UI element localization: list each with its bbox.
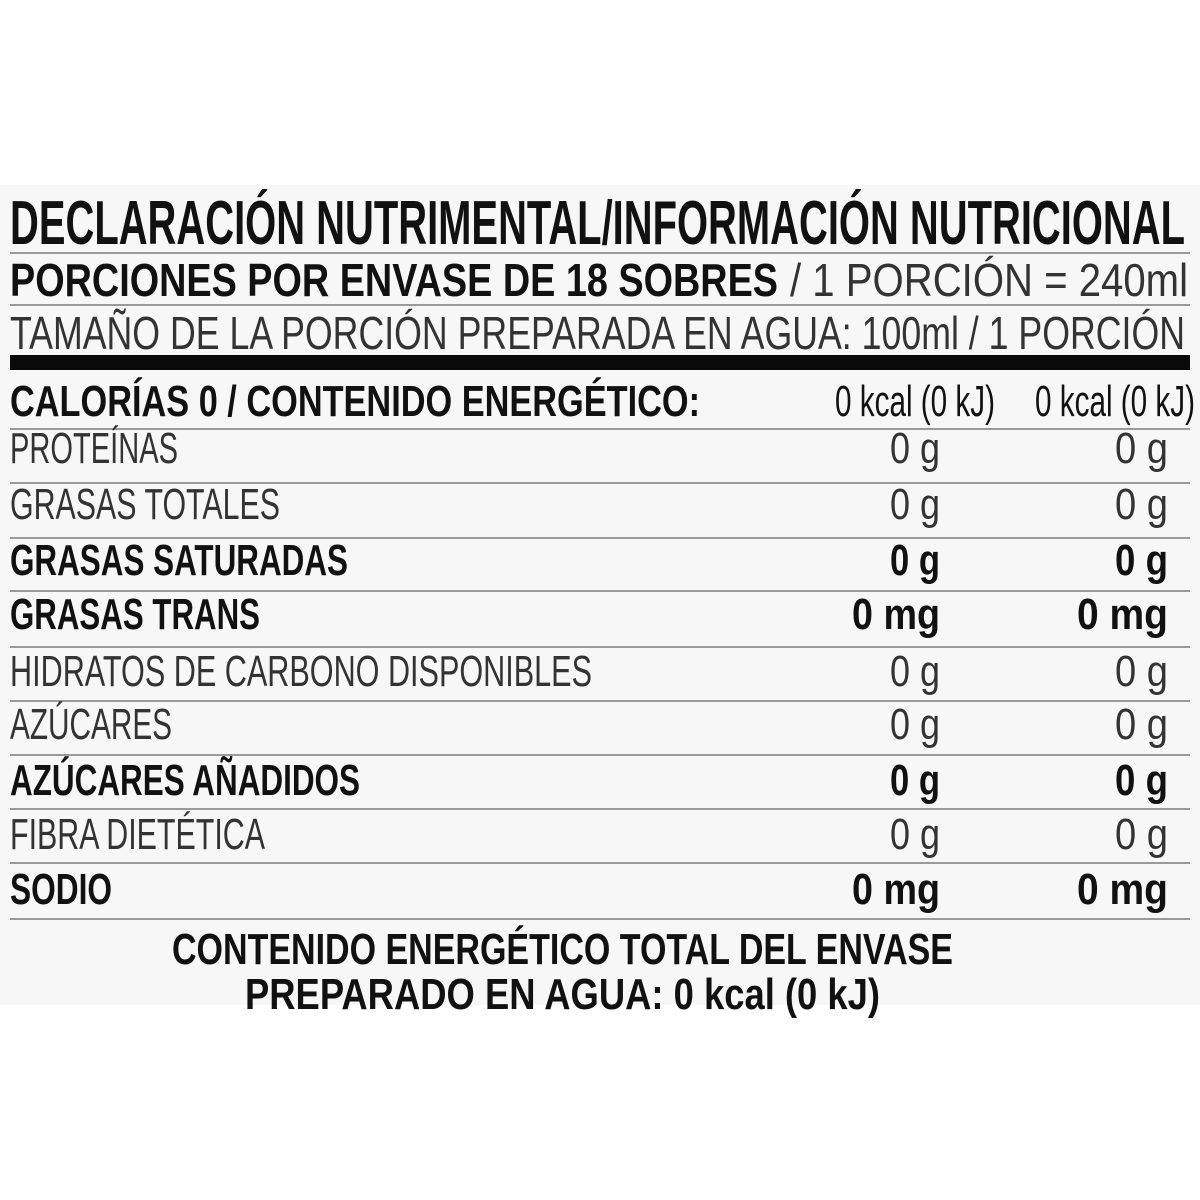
divider — [10, 537, 1190, 539]
nutrient-value-per-100ml: 0 g — [890, 810, 940, 859]
nutrient-value-per-100ml: 0 mg — [852, 590, 940, 639]
divider — [10, 918, 1190, 920]
nutrient-value-per-portion: 0 g — [1115, 424, 1168, 473]
nutrient-label: GRASAS TRANS — [10, 590, 260, 639]
nutrient-value-per-portion: 0 g — [1115, 536, 1168, 585]
divider — [10, 754, 1190, 756]
footer-line1: CONTENIDO ENERGÉTICO TOTAL DEL ENVASE — [172, 925, 953, 974]
divider — [10, 808, 1190, 810]
nutrient-value-per-portion: 0 g — [1115, 647, 1168, 696]
nutrient-value-per-100ml: 0 g — [890, 480, 940, 529]
divider — [10, 482, 1190, 484]
divider — [10, 862, 1190, 864]
nutrient-value-per-portion: 0 mg — [1077, 865, 1168, 914]
nutrient-label: SODIO — [10, 865, 112, 914]
calories-per-portion: 0 kcal (0 kJ) — [1035, 377, 1195, 426]
nutrient-label: HIDRATOS DE CARBONO DISPONIBLES — [10, 647, 592, 696]
nutrient-value-per-100ml: 0 g — [890, 700, 940, 749]
divider — [10, 700, 1190, 702]
divider — [10, 428, 1190, 430]
nutrient-value-per-100ml: 0 g — [890, 424, 940, 473]
nutrient-value-per-portion: 0 g — [1115, 700, 1168, 749]
divider — [10, 252, 1190, 254]
nutrient-value-per-100ml: 0 g — [890, 536, 940, 585]
footer-line2: PREPARADO EN AGUA: 0 kcal (0 kJ) — [245, 970, 880, 1019]
serving-size: TAMAÑO DE LA PORCIÓN PREPARADA EN AGUA: … — [10, 307, 1185, 359]
calories-label: CALORÍAS 0 / CONTENIDO ENERGÉTICO: — [10, 377, 700, 426]
divider — [10, 646, 1190, 648]
nutrient-value-per-portion: 0 g — [1115, 480, 1168, 529]
nutrition-label — [0, 185, 1200, 1005]
servings-per-container: PORCIONES POR ENVASE DE 18 SOBRES — [10, 254, 778, 306]
thick-divider — [10, 355, 1190, 370]
nutrient-value-per-portion: 0 g — [1115, 756, 1168, 805]
nutrient-label: GRASAS SATURADAS — [10, 536, 348, 585]
nutrient-label: AZÚCARES AÑADIDOS — [10, 756, 360, 805]
divider — [10, 590, 1190, 592]
nutrient-value-per-portion: 0 mg — [1077, 590, 1168, 639]
nutrient-label: PROTEÍNAS — [10, 424, 178, 473]
calories-per-100ml: 0 kcal (0 kJ) — [835, 377, 995, 426]
nutrient-value-per-100ml: 0 g — [890, 647, 940, 696]
nutrient-value-per-100ml: 0 mg — [852, 865, 940, 914]
nutrient-value-per-portion: 0 g — [1115, 810, 1168, 859]
nutrient-label: AZÚCARES — [10, 700, 172, 749]
nutrient-label: GRASAS TOTALES — [10, 480, 280, 529]
label-title: DECLARACIÓN NUTRIMENTAL/INFORMACIÓN NUTR… — [10, 189, 1185, 258]
nutrient-label: FIBRA DIETÉTICA — [10, 810, 265, 859]
divider — [10, 304, 1190, 306]
portion-volume: / 1 PORCIÓN = 240ml — [790, 254, 1188, 306]
nutrient-value-per-100ml: 0 g — [890, 756, 940, 805]
